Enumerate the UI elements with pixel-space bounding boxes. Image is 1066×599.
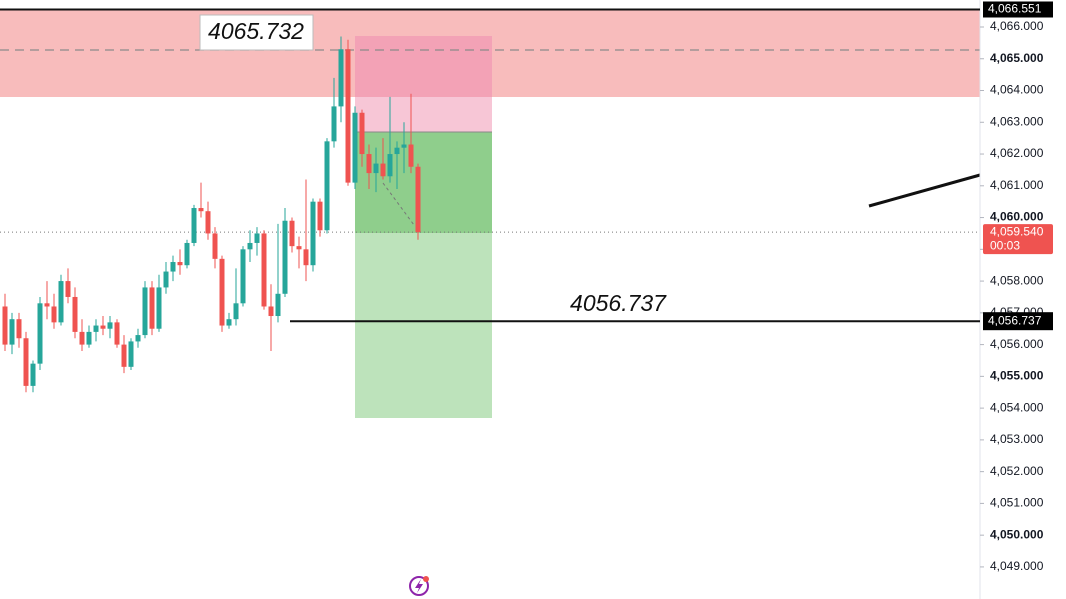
price-tag-label: 4,056.737 bbox=[988, 313, 1042, 327]
y-tick-label: 4,050.000 bbox=[990, 527, 1044, 541]
candle-body bbox=[44, 303, 50, 307]
price-tag bbox=[983, 224, 1053, 255]
candle-body bbox=[310, 201, 316, 266]
y-tick-label: 4,064.000 bbox=[990, 83, 1044, 97]
target-zone-filled bbox=[355, 132, 492, 233]
candle-body bbox=[324, 141, 330, 231]
candle-body bbox=[408, 144, 414, 167]
trend-line bbox=[868, 173, 981, 208]
candle-body bbox=[212, 233, 218, 259]
candle-body bbox=[30, 363, 36, 386]
candle-body bbox=[114, 322, 120, 345]
price-axis: 4,066.000 4,065.000 4,064.000 4,063.000 4,06… bbox=[980, 19, 1044, 573]
candle-body bbox=[16, 319, 22, 339]
y-tick-label: 4,065.000 bbox=[990, 51, 1044, 65]
candle-body bbox=[233, 303, 239, 320]
candle-body bbox=[2, 306, 8, 345]
y-tick-label: 4,055.000 bbox=[990, 369, 1044, 383]
candle-body bbox=[331, 106, 337, 142]
candle-body bbox=[191, 208, 197, 243]
y-tick-label: 4,052.000 bbox=[990, 464, 1044, 478]
candle-body bbox=[366, 154, 372, 174]
candle-body bbox=[198, 208, 204, 212]
candle-body bbox=[296, 246, 302, 250]
candle-body bbox=[23, 338, 29, 386]
candle-body bbox=[128, 341, 134, 367]
candle-body bbox=[268, 306, 274, 317]
candle-body bbox=[100, 325, 106, 329]
candle-body bbox=[289, 220, 295, 247]
candle-body bbox=[380, 163, 386, 177]
candle-body bbox=[415, 166, 421, 233]
candle-body bbox=[373, 163, 379, 174]
y-tick-label: 4,058.000 bbox=[990, 273, 1044, 287]
candle-body bbox=[135, 335, 141, 342]
price-tag-label: 4,066.551 bbox=[988, 2, 1042, 16]
y-tick-label: 4,063.000 bbox=[990, 114, 1044, 128]
candle-body bbox=[247, 242, 253, 250]
candle-body bbox=[261, 233, 267, 307]
candle-body bbox=[177, 262, 183, 266]
stop-zone-overlap bbox=[355, 36, 492, 97]
candle-body bbox=[58, 281, 64, 323]
annotation-box bbox=[199, 14, 314, 51]
plot-area bbox=[0, 36, 980, 393]
candle-body bbox=[107, 322, 113, 329]
candle-body bbox=[303, 249, 309, 266]
y-tick-label: 4,054.000 bbox=[990, 400, 1044, 414]
y-tick-label: 4,049.000 bbox=[990, 559, 1044, 573]
candle-body bbox=[352, 112, 358, 183]
candle-body bbox=[254, 233, 260, 243]
candle-body bbox=[401, 144, 407, 148]
alert-icon[interactable] bbox=[409, 576, 429, 596]
y-tick-label: 4,060.000 bbox=[990, 210, 1044, 224]
candle-body bbox=[93, 325, 99, 332]
candle-body bbox=[219, 258, 225, 326]
candle-body bbox=[345, 49, 351, 183]
candle-body bbox=[275, 293, 281, 317]
price-tag-label: 4,059.540 bbox=[990, 224, 1044, 238]
candle-body bbox=[205, 211, 211, 234]
countdown-label: 00:03 bbox=[990, 238, 1020, 252]
candle-body bbox=[72, 296, 78, 332]
y-tick-label: 4,051.000 bbox=[990, 496, 1044, 510]
candle-body bbox=[240, 249, 246, 304]
candle-body bbox=[359, 112, 365, 155]
y-tick-label: 4,062.000 bbox=[990, 146, 1044, 160]
candle-body bbox=[37, 303, 43, 364]
projection-line bbox=[382, 182, 415, 226]
candle-body bbox=[9, 319, 15, 345]
candle-body bbox=[142, 287, 148, 336]
candle-body bbox=[86, 331, 92, 345]
candle-body bbox=[79, 331, 85, 345]
candle-body bbox=[338, 49, 344, 107]
price-tag bbox=[983, 1, 1053, 18]
candle-body bbox=[121, 344, 127, 367]
candle-body bbox=[51, 306, 57, 323]
candle-body bbox=[226, 319, 232, 326]
price-tag bbox=[983, 312, 1053, 331]
candle-body bbox=[184, 242, 190, 266]
annotation-text: 4056.737 bbox=[570, 290, 667, 316]
y-tick-label: 4,053.000 bbox=[990, 432, 1044, 446]
y-tick-label: 4,066.000 bbox=[990, 19, 1044, 33]
candle-body bbox=[163, 271, 169, 288]
candle-body bbox=[317, 201, 323, 231]
candle-body bbox=[387, 154, 393, 177]
y-tick-label: 4,056.000 bbox=[990, 337, 1044, 351]
candle-body bbox=[282, 220, 288, 294]
candle-body bbox=[149, 287, 155, 329]
y-tick-label: 4,061.000 bbox=[990, 178, 1044, 192]
candle-body bbox=[394, 147, 400, 155]
annotation-text: 4065.732 bbox=[208, 18, 304, 44]
candle-body bbox=[65, 281, 71, 297]
candle-body bbox=[156, 287, 162, 329]
candle-body bbox=[170, 262, 176, 272]
